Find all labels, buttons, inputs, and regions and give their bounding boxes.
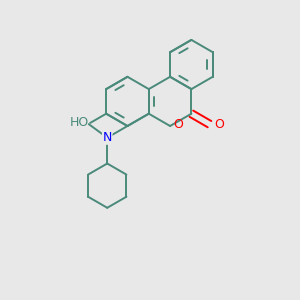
Text: O: O xyxy=(214,118,224,131)
Text: N: N xyxy=(103,131,112,144)
Text: HO: HO xyxy=(70,116,89,129)
Text: O: O xyxy=(174,118,184,131)
